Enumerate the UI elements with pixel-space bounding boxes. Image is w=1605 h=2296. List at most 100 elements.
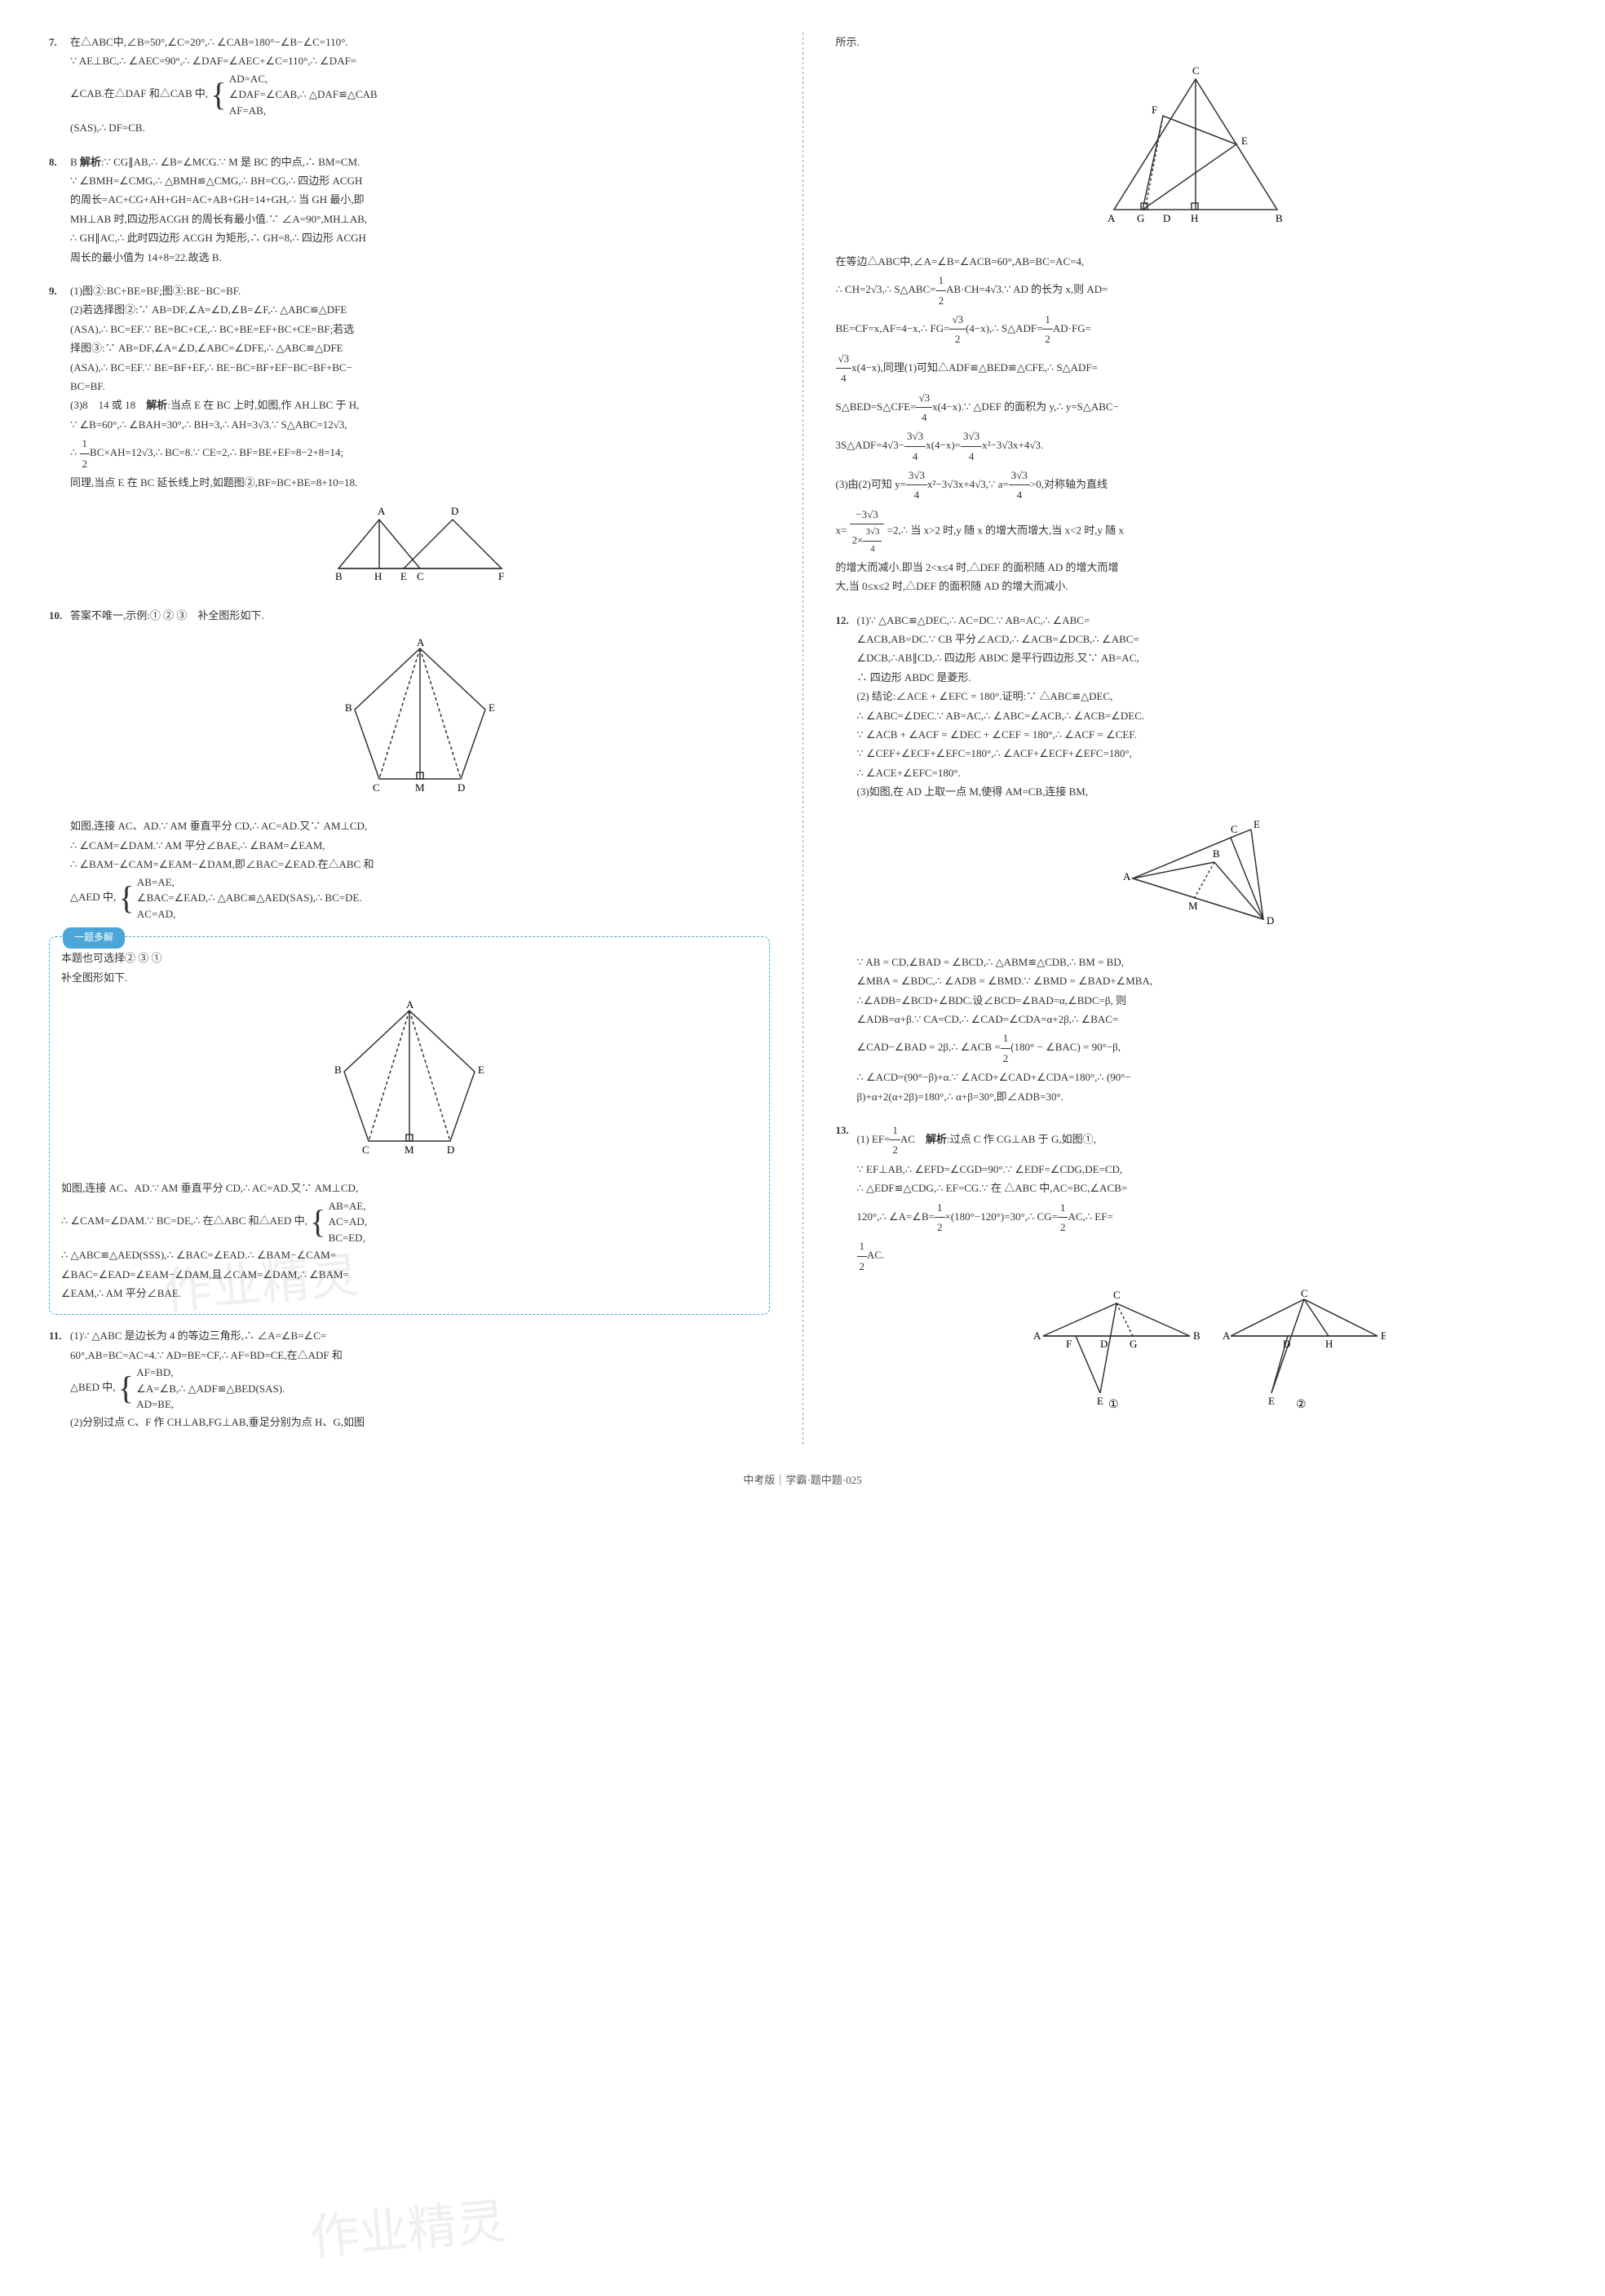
svg-text:C: C xyxy=(1231,823,1238,835)
problem-12: 12. (1)∵ △ABC≌△DEC,∴ AC=DC.∵ AB=AC,∴ ∠AB… xyxy=(836,611,1557,1106)
text-line: ∴ ∠ACE+∠EFC=180°. xyxy=(857,763,1557,782)
text-line: 答案不唯一,示例:① ② ③ 补全图形如下. xyxy=(70,606,770,625)
text-line: ∴ ∠CAM=∠DAM.∵ BC=DE,∴ 在△ABC 和△AED 中, { A… xyxy=(61,1198,758,1246)
text-line: S△BED=S△CFE=√34x(4−x).∵ △DEF 的面积为 y,∴ y=… xyxy=(836,388,1557,427)
problem-9: 9. (1)图②:BC+BE=BF;图③:BE−BC=BF. (2)若选择图②:… xyxy=(49,281,770,591)
text-line: 的增大而减小.即当 2<x≤4 时,△DEF 的面积随 AD 的增大而增 xyxy=(836,558,1557,577)
svg-text:M: M xyxy=(1188,900,1198,912)
text-line: ∴ ∠ACD=(90°−β)+α.∵ ∠ACD+∠CAD+∠CDA=180°,∴… xyxy=(857,1068,1557,1086)
problem-number: 8. xyxy=(49,153,57,171)
text-line: ∠DCB,∴AB∥CD,∴ 四边形 ABDC 是平行四边形.又∵ AB=AC, xyxy=(857,648,1557,667)
svg-text:C: C xyxy=(373,781,380,794)
diagram-13: C A F D G B E ① C A xyxy=(857,1287,1557,1415)
svg-text:D: D xyxy=(1267,914,1274,927)
text-line: (2)分别过点 C、F 作 CH⊥AB,FG⊥AB,垂足分别为点 H、G,如图 xyxy=(70,1413,770,1431)
svg-text:A: A xyxy=(378,505,386,517)
column-left: 7. 在△ABC中,∠B=50°,∠C=20°,∴ ∠CAB=180°−∠B−∠… xyxy=(49,33,770,1446)
text-line: ∵ ∠BMH=∠CMG,∴ △BMH≌△CMG,∴ BH=CG,∴ 四边形 AC… xyxy=(70,171,770,190)
text-line: (SAS),∴ DF=CB. xyxy=(70,118,770,137)
svg-text:H: H xyxy=(1191,212,1198,224)
svg-text:C: C xyxy=(1192,64,1200,77)
page-footer: 中考版｜学霸·题中题·025 xyxy=(49,1471,1556,1489)
diagram-12: E C B A M D xyxy=(857,813,1557,941)
svg-text:A: A xyxy=(1223,1329,1231,1342)
text-line: β)+α+2(α+2β)=180°,∴ α+β=30°,即∠ADB=30°. xyxy=(857,1087,1557,1106)
problem-11-cont: 在等边△ABC中,∠A=∠B=∠ACB=60°,AB=BC=AC=4, ∴ CH… xyxy=(836,252,1557,596)
text-line: △BED 中, { AF=BD, ∠A=∠B,∴ △ADF≌△BED(SAS).… xyxy=(70,1365,770,1413)
diagram-triangle-11: C E F A G H D B xyxy=(836,63,1557,240)
brace-icon: { xyxy=(210,82,226,108)
svg-text:M: M xyxy=(405,1144,414,1156)
svg-text:E: E xyxy=(1097,1395,1103,1407)
alt-solution-box: 一题多解 本题也可选择② ③ ① 补全图形如下. A B E C M xyxy=(49,936,770,1315)
svg-text:D: D xyxy=(1100,1338,1108,1350)
page-container: 7. 在△ABC中,∠B=50°,∠C=20°,∴ ∠CAB=180°−∠B−∠… xyxy=(49,33,1556,1446)
svg-text:F: F xyxy=(498,570,504,582)
text-line: (3)由(2)可知 y=3√34x²−3√3x+4√3,∵ a=3√34>0,对… xyxy=(836,466,1557,505)
text-line: ∵ AB = CD,∠BAD = ∠BCD,∴ △ABM≌△CDB,∴ BM =… xyxy=(857,953,1557,971)
svg-text:A: A xyxy=(406,998,414,1011)
text-line: (2) 结论:∠ACE + ∠EFC = 180°.证明:∵ △ABC≌△DEC… xyxy=(857,687,1557,706)
text-line: 3S△ADF=4√3−3√34x(4−x)=3√34x²−3√3x+4√3. xyxy=(836,427,1557,466)
text-line: x= −3√32×3√34 =2,∴ 当 x>2 时,y 随 x 的增大而增大,… xyxy=(836,505,1557,558)
problem-number: 13. xyxy=(836,1121,849,1139)
column-divider xyxy=(802,33,803,1446)
text-line: BE=CF=x,AF=4−x,∴ FG=√32(4−x),∴ S△ADF=12A… xyxy=(836,310,1557,349)
text-line: ∠CAD−∠BAD = 2β,∴ ∠ACB =12(180° − ∠BAC) =… xyxy=(857,1029,1557,1068)
problem-8: 8. B 解析:∵ CG∥AB,∴ ∠B=∠MCG.∵ M 是 BC 的中点,∴… xyxy=(49,153,770,267)
text-line: ∠MBA = ∠BDC,∴ ∠ADB = ∠BMD.∵ ∠BMD = ∠BAD+… xyxy=(857,971,1557,990)
text-line: ∴ 12BC×AH=12√3,∴ BC=8.∵ CE=2,∴ BF=BE+EF=… xyxy=(70,434,770,473)
text-line: ∠BAC=∠EAD=∠EAM−∠DAM,且∠CAM=∠DAM,∴ ∠BAM= xyxy=(61,1265,758,1284)
text-line: 择图③:∵ AB=DF,∠A=∠D,∠ABC=∠DFE,∴ △ABC≌△DFE xyxy=(70,338,770,357)
svg-text:C: C xyxy=(362,1144,369,1156)
text-line: 所示. xyxy=(836,33,1557,51)
svg-text:A: A xyxy=(1033,1329,1041,1342)
text-line: (1) EF=12AC 解析:过点 C 作 CG⊥AB 于 G,如图①, xyxy=(857,1121,1557,1160)
text-line: ∵ ∠B=60°,∴ ∠BAH=30°,∴ BH=3,∴ AH=3√3.∵ S△… xyxy=(70,415,770,434)
text-line: ∴ ∠ABC=∠DEC.∵ AB=AC,∴ ∠ABC=∠ACB,∴ ∠ACB=∠… xyxy=(857,706,1557,725)
svg-text:F: F xyxy=(1152,104,1157,116)
text-line: 本题也可选择② ③ ① xyxy=(61,949,758,967)
svg-text:H: H xyxy=(374,570,382,582)
svg-text:E: E xyxy=(1253,818,1260,830)
svg-text:D: D xyxy=(1163,212,1170,224)
svg-text:D: D xyxy=(451,505,458,517)
text-line: ∴ ∠BAM−∠CAM=∠EAM−∠DAM,即∠BAC=∠EAD.在△ABC 和 xyxy=(70,855,770,874)
svg-text:①: ① xyxy=(1108,1399,1119,1409)
svg-text:②: ② xyxy=(1296,1399,1307,1409)
text-line: ∵ AE⊥BC,∴ ∠AEC=90°,∴ ∠DAF=∠AEC+∠C=110°,∴… xyxy=(70,51,770,70)
text-line: ∠EAM,∴ AM 平分∠BAE. xyxy=(61,1284,758,1303)
text-line: 的周长=AC+CG+AH+GH=AC+AB+GH=14+GH,∴ 当 GH 最小… xyxy=(70,190,770,209)
text-line: ∠ACB,AB=DC.∵ CB 平分∠ACD,∴ ∠ACB=∠DCB,∴ ∠AB… xyxy=(857,630,1557,648)
svg-text:C: C xyxy=(1301,1287,1308,1299)
text-line: ∴ △EDF≌△CDG,∴ EF=CG.∵ 在 △ABC 中,AC=BC,∠AC… xyxy=(857,1179,1557,1197)
text-line: ∵ ∠ACB + ∠ACF = ∠DEC + ∠CEF = 180°,∴ ∠AC… xyxy=(857,725,1557,744)
brace-icon: { xyxy=(118,1375,134,1401)
svg-text:B: B xyxy=(1213,847,1220,860)
text-line: 120°,∴ ∠A=∠B=12×(180°−120°)=30°,∴ CG=12A… xyxy=(857,1198,1557,1237)
svg-text:D: D xyxy=(458,781,465,794)
text-line: △AED 中, { AB=AE, ∠BAC=∠EAD,∴ △ABC≌△AED(S… xyxy=(70,874,770,922)
brace-icon: { xyxy=(310,1209,325,1235)
text-line: 如图,连接 AC、AD.∵ AM 垂直平分 CD,∴ AC=AD.又∵ AM⊥C… xyxy=(70,816,770,835)
svg-text:C: C xyxy=(1113,1289,1121,1301)
text-line: MH⊥AB 时,四边形ACGH 的周长有最小值.∵ ∠A=90°,MH⊥AB, xyxy=(70,210,770,228)
text-line: 大,当 0≤x≤2 时,△DEF 的面积随 AD 的增大而减小. xyxy=(836,577,1557,595)
svg-text:E: E xyxy=(478,1064,484,1076)
text-line: ∵ EF⊥AB,∴ ∠EFD=∠CGD=90°.∵ ∠EDF=∠CDG,DE=C… xyxy=(857,1160,1557,1179)
text-line: 在△ABC中,∠B=50°,∠C=20°,∴ ∠CAB=180°−∠B−∠C=1… xyxy=(70,33,770,51)
text-line: (3)如图,在 AD 上取一点 M,使得 AM=CB,连接 BM, xyxy=(857,782,1557,801)
svg-text:A: A xyxy=(1123,870,1131,883)
problem-11: 11. (1)∵ △ABC 是边长为 4 的等边三角形,∴ ∠A=∠B=∠C= … xyxy=(49,1326,770,1431)
problem-13: 13. (1) EF=12AC 解析:过点 C 作 CG⊥AB 于 G,如图①,… xyxy=(836,1121,1557,1416)
svg-text:B: B xyxy=(345,701,352,714)
text-line: (ASA),∴ BC=EF.∵ BE=BC+CE,∴ BC+BE=EF+BC+C… xyxy=(70,320,770,338)
text-line: ∠CAB.在△DAF 和△CAB 中, { AD=AC, ∠DAF=∠CAB,∴… xyxy=(70,71,770,119)
text-line: 周长的最小值为 14+8=22.故选 B. xyxy=(70,248,770,267)
diagram-pentagon-box: A B E C M D xyxy=(61,998,758,1167)
text-line: √34x(4−x),同理(1)可知△ADF≌△BED≌△CFE,∴ S△ADF= xyxy=(836,349,1557,388)
watermark: 作业精灵 xyxy=(307,2178,509,2283)
svg-text:H: H xyxy=(1325,1338,1333,1350)
svg-text:A: A xyxy=(417,636,425,648)
text-line: BC=BF. xyxy=(70,377,770,396)
